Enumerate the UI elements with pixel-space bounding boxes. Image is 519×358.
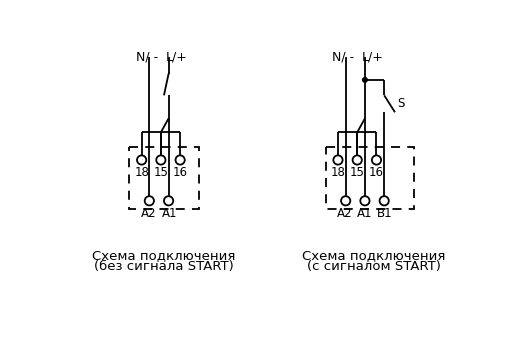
Text: Схема подключения: Схема подключения	[302, 249, 445, 262]
Text: N/ -: N/ -	[332, 51, 354, 64]
Text: A1: A1	[161, 207, 177, 220]
Text: 16: 16	[173, 166, 188, 179]
Text: 18: 18	[134, 166, 149, 179]
Text: (с сигналом START): (с сигналом START)	[307, 260, 441, 273]
Text: Схема подключения: Схема подключения	[92, 249, 236, 262]
Text: (без сигнала START): (без сигнала START)	[94, 260, 234, 273]
Text: A2: A2	[337, 207, 353, 220]
Text: L/+: L/+	[166, 51, 187, 64]
Bar	[129, 147, 199, 208]
Text: 16: 16	[369, 166, 384, 179]
Text: N/ -: N/ -	[136, 51, 158, 64]
Text: 15: 15	[350, 166, 365, 179]
Text: 18: 18	[331, 166, 346, 179]
Text: A1: A1	[357, 207, 373, 220]
Text: 15: 15	[154, 166, 168, 179]
Circle shape	[363, 78, 367, 82]
Text: A2: A2	[141, 207, 156, 220]
Text: L/+: L/+	[362, 51, 384, 64]
Text: B1: B1	[377, 207, 393, 220]
Text: S: S	[397, 97, 405, 110]
Bar	[325, 147, 414, 208]
